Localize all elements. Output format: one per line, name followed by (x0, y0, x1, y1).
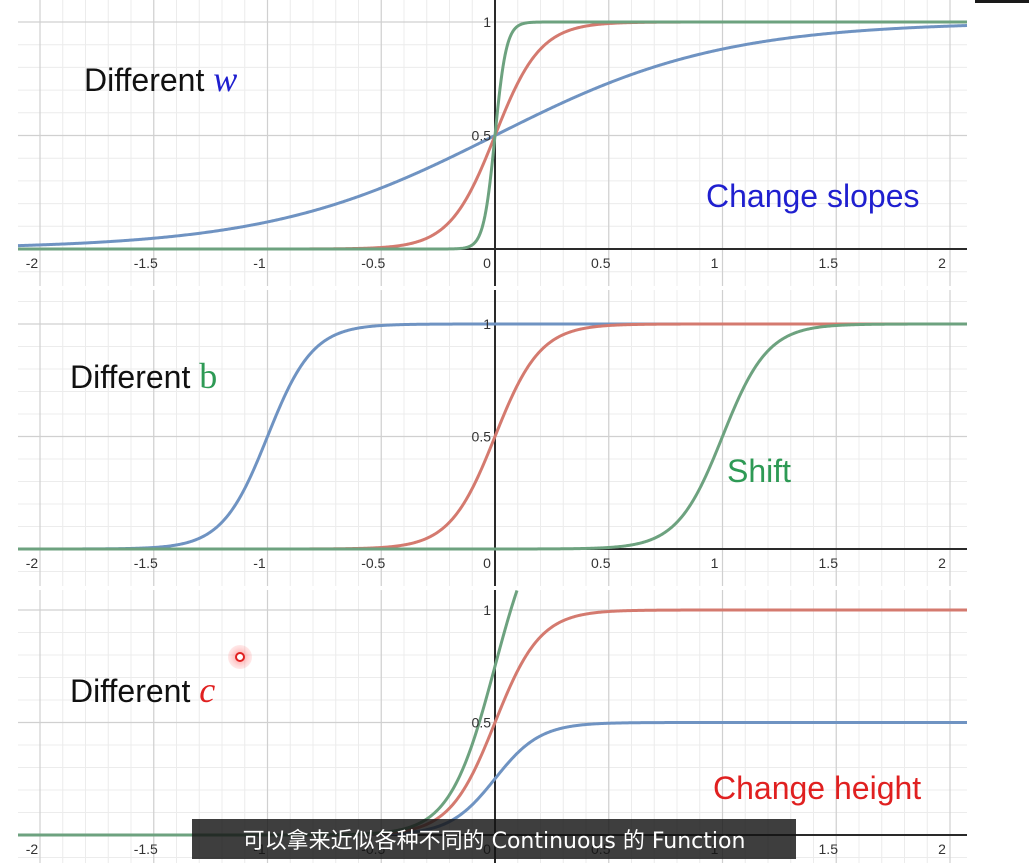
x-tick-label: 0.5 (591, 555, 611, 571)
panel-label-variable: w (213, 59, 238, 99)
chart-different-b: -2 -1.5 -1 -0.5 0 0.5 1 1.5 2 0.5 1 (17, 290, 968, 586)
x-tick-label: 0.5 (591, 255, 611, 271)
panel-label-text: Different (84, 62, 214, 98)
x-tick-label: -0.5 (361, 555, 385, 571)
panel-label-text: Different (70, 359, 200, 395)
top-bar (975, 0, 1029, 3)
y-tick-label: 0.5 (472, 128, 492, 144)
x-tick-label: 1.5 (819, 555, 839, 571)
chart-panel-different-b: -2 -1.5 -1 -0.5 0 0.5 1 1.5 2 0.5 1 Different b Sh… (0, 290, 1029, 590)
x-tick-label: 0 (483, 255, 491, 271)
y-tick-label: 0.5 (472, 429, 492, 445)
series-line-green (17, 322, 968, 551)
x-tick-label: 2 (938, 555, 946, 571)
panel-label-variable: b (199, 356, 218, 396)
x-tick-label: 1.5 (819, 255, 839, 271)
x-tick-label: -2 (26, 841, 39, 857)
x-tick-label: 1 (711, 555, 719, 571)
panel-label: Different w (84, 58, 237, 100)
x-tick-label: -1.5 (134, 255, 158, 271)
x-tick-label: -1.5 (134, 555, 158, 571)
x-tick-label: 0 (483, 555, 491, 571)
grid-minor (18, 290, 967, 586)
y-tick-label: 1 (483, 14, 491, 30)
x-tick-label: 1 (711, 255, 719, 271)
x-tick-label: -1 (253, 555, 266, 571)
chart-panel-different-w: -2 -1.5 -1 -0.5 0 0.5 1 1.5 2 0.5 1 Different w Ch… (0, 0, 1029, 290)
panel-label-text: Different (70, 673, 200, 709)
y-tick-label: 0.5 (472, 715, 492, 731)
chart-different-w: -2 -1.5 -1 -0.5 0 0.5 1 1.5 2 0.5 1 (17, 0, 968, 286)
mouse-cursor-indicator (228, 645, 252, 669)
x-tick-label: -2 (26, 255, 39, 271)
x-tick-label: 2 (938, 255, 946, 271)
panel-label-variable: c (199, 670, 216, 710)
x-tick-label: -1 (253, 255, 266, 271)
panel-annotation: Change slopes (706, 178, 920, 214)
y-tick-label: 1 (483, 316, 491, 332)
x-tick-label: -0.5 (361, 255, 385, 271)
y-tick-label: 1 (483, 602, 491, 618)
x-tick-label: 2 (938, 841, 946, 857)
video-subtitle: 可以拿来近似各种不同的 Continuous 的 Function (192, 819, 796, 859)
series-line-green (17, 20, 968, 251)
x-tick-label: -1.5 (134, 841, 158, 857)
x-tick-label: -2 (26, 555, 39, 571)
panel-annotation: Change height (713, 770, 922, 806)
panel-label: Different c (70, 669, 215, 711)
panel-label: Different b (70, 355, 217, 397)
series-line-blue (17, 24, 968, 248)
panel-annotation: Shift (727, 453, 792, 489)
x-tick-label: 1.5 (819, 841, 839, 857)
grid-major (18, 290, 967, 586)
